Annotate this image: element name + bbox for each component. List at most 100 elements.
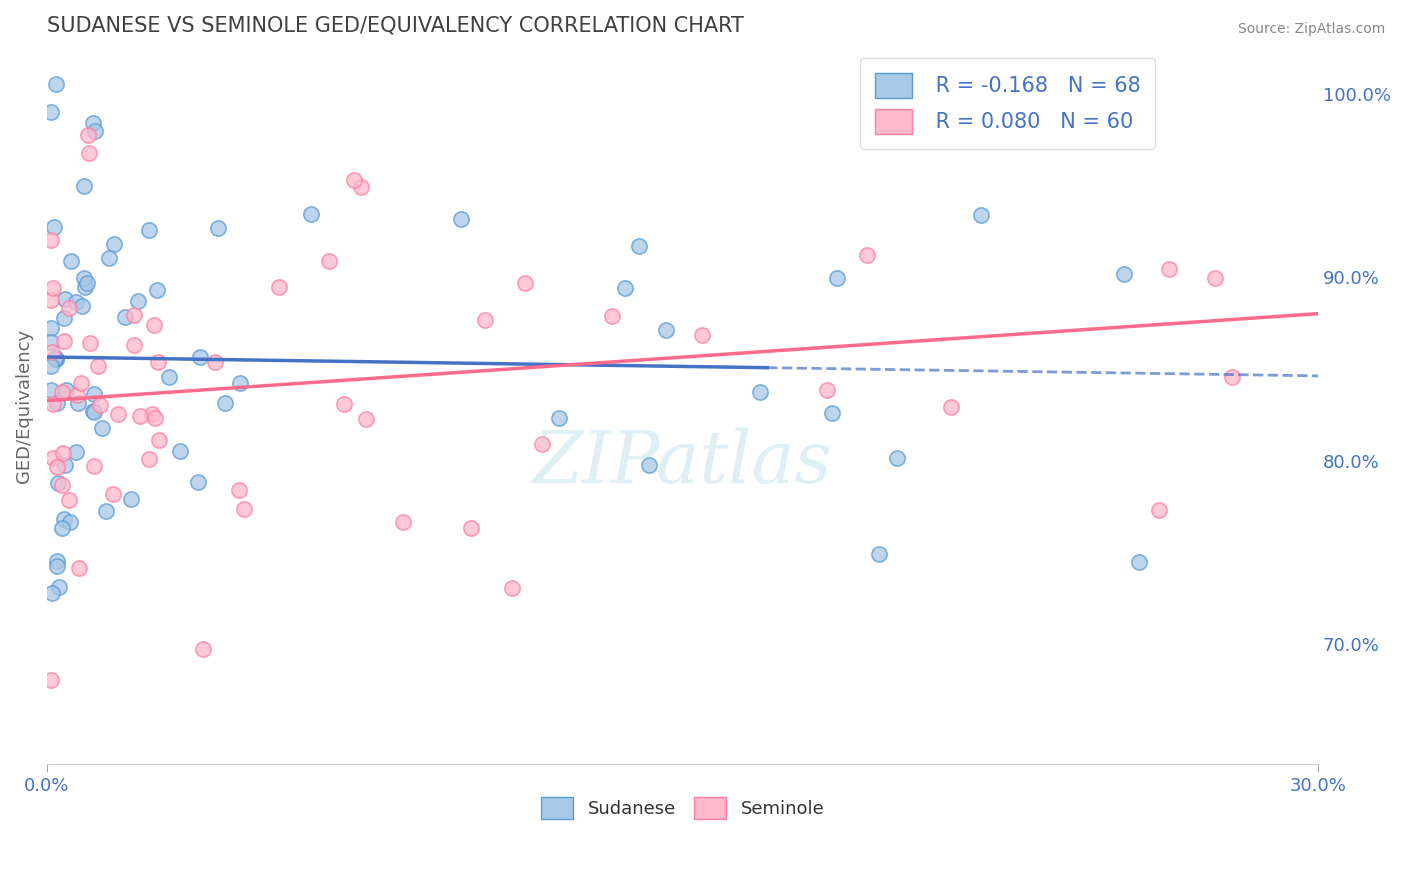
Point: [169, 443, 191, 458]
Point: [69, 376, 91, 391]
Point: [67, 561, 90, 575]
Point: [602, 309, 624, 323]
Point: [1220, 370, 1243, 384]
Point: [84, 124, 107, 138]
Point: [51, 384, 73, 399]
Point: [45, 459, 67, 474]
Point: [46, 396, 69, 410]
Point: [70, 299, 93, 313]
Point: [267, 280, 290, 294]
Point: [42, 397, 65, 411]
Point: [53, 512, 76, 526]
Point: [1157, 262, 1180, 277]
Point: [46, 476, 69, 491]
Point: [41, 586, 63, 600]
Point: [120, 491, 142, 506]
Point: [142, 318, 165, 333]
Point: [143, 410, 166, 425]
Point: [58, 492, 80, 507]
Point: [39, 233, 62, 247]
Point: [146, 355, 169, 369]
Point: [214, 396, 236, 410]
Point: [51, 521, 73, 535]
Point: [530, 436, 553, 450]
Text: Source: ZipAtlas.com: Source: ZipAtlas.com: [1237, 22, 1385, 37]
Point: [204, 354, 226, 368]
Point: [48, 580, 70, 594]
Point: [52, 446, 75, 460]
Point: [188, 350, 211, 364]
Point: [690, 328, 713, 343]
Point: [821, 406, 844, 420]
Point: [51, 478, 73, 492]
Point: [187, 475, 209, 489]
Point: [856, 248, 879, 262]
Point: [45, 78, 67, 92]
Point: [354, 411, 377, 425]
Point: [53, 293, 76, 307]
Point: [332, 397, 354, 411]
Point: [39, 335, 62, 350]
Point: [39, 383, 62, 397]
Point: [129, 409, 152, 423]
Point: [343, 173, 366, 187]
Point: [228, 483, 250, 498]
Point: [815, 384, 838, 398]
Point: [55, 384, 77, 398]
Point: [39, 673, 62, 688]
Point: [628, 239, 651, 253]
Point: [44, 351, 66, 366]
Point: [52, 334, 75, 348]
Point: [655, 324, 678, 338]
Point: [66, 395, 89, 409]
Text: ZIPatlas: ZIPatlas: [533, 428, 832, 499]
Point: [138, 451, 160, 466]
Point: [939, 400, 962, 414]
Point: [73, 178, 96, 193]
Point: [141, 407, 163, 421]
Point: [72, 271, 94, 285]
Point: [638, 458, 661, 472]
Point: [46, 559, 69, 574]
Point: [145, 283, 167, 297]
Point: [39, 293, 62, 308]
Point: [39, 105, 62, 120]
Point: [515, 276, 537, 290]
Point: [474, 313, 496, 327]
Point: [82, 116, 104, 130]
Point: [1114, 267, 1136, 281]
Point: [83, 459, 105, 474]
Point: [107, 407, 129, 421]
Point: [39, 359, 62, 374]
Point: [73, 279, 96, 293]
Point: [58, 301, 80, 315]
Point: [59, 515, 82, 529]
Point: [42, 219, 65, 234]
Point: [460, 521, 482, 535]
Point: [42, 451, 65, 466]
Point: [299, 207, 322, 221]
Point: [1060, 78, 1083, 92]
Point: [207, 221, 229, 235]
Point: [65, 445, 87, 459]
Point: [138, 223, 160, 237]
Point: [83, 405, 105, 419]
Point: [827, 270, 849, 285]
Point: [157, 369, 180, 384]
Point: [886, 450, 908, 465]
Text: SUDANESE VS SEMINOLE GED/EQUIVALENCY CORRELATION CHART: SUDANESE VS SEMINOLE GED/EQUIVALENCY COR…: [46, 15, 744, 35]
Point: [232, 502, 254, 516]
Point: [1147, 502, 1170, 516]
Point: [79, 145, 101, 160]
Point: [41, 344, 63, 359]
Point: [103, 236, 125, 251]
Point: [82, 404, 104, 418]
Point: [44, 351, 66, 366]
Point: [77, 128, 100, 142]
Point: [39, 321, 62, 335]
Point: [124, 337, 146, 351]
Y-axis label: GED/Equivalency: GED/Equivalency: [15, 328, 32, 483]
Point: [501, 581, 523, 595]
Point: [46, 554, 69, 568]
Point: [114, 310, 136, 325]
